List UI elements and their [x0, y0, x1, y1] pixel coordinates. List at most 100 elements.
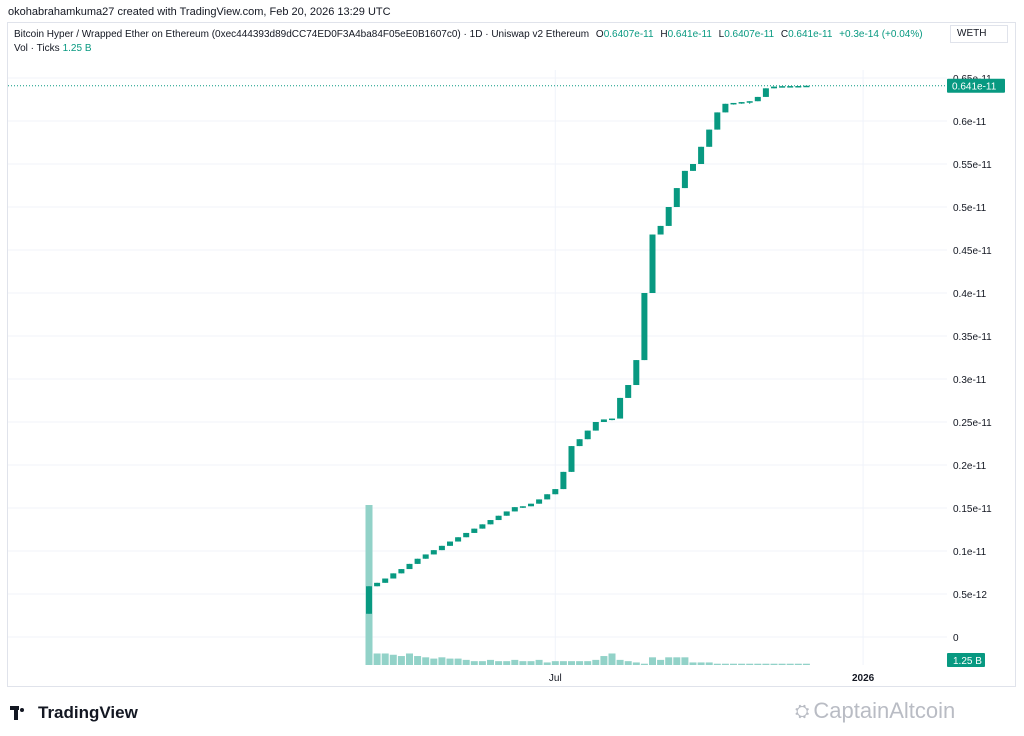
volume-bar: [559, 661, 567, 665]
volume-bar: [624, 661, 632, 665]
volume-bar: [487, 659, 494, 665]
candle: [754, 96, 761, 102]
volume-bar: [730, 663, 737, 665]
candle: [528, 503, 534, 507]
y-tick-label: 0.5e-11: [953, 203, 987, 214]
close-key: C: [780, 29, 789, 40]
candle: [779, 86, 786, 88]
candle: [438, 545, 445, 551]
volume-bar: [786, 663, 794, 665]
volume-label[interactable]: Vol · Ticks: [14, 43, 60, 54]
volume-bar: [600, 656, 608, 665]
candle: [714, 112, 721, 130]
candle: [609, 418, 615, 421]
volume-bar: [422, 657, 430, 665]
y-tick-label: 0.45e-11: [953, 246, 992, 257]
candle: [649, 234, 656, 293]
y-axis: 0 0.5e-12 0.1e-11 0.15e-11 0.2e-11 0.25e-11 0.…: [953, 74, 992, 644]
volume-bar: [438, 657, 446, 665]
watermark-logo-icon: ⛭: [795, 700, 810, 721]
volume-bar: [754, 663, 762, 665]
volume-bar: [414, 656, 422, 665]
candle: [771, 86, 777, 89]
y-tick-label: 0.3e-11: [953, 375, 987, 386]
volume-bar: [616, 659, 624, 665]
tradingview-logo-icon: [10, 706, 32, 720]
volume-bar: [381, 653, 389, 665]
volume-bar: [446, 658, 454, 665]
symbol-legend: Bitcoin Hyper / Wrapped Ether on Ethereu…: [14, 29, 923, 40]
volume-bar: [762, 663, 770, 665]
candle: [795, 85, 802, 88]
volume-bar: [478, 661, 486, 665]
volume-bar: [551, 661, 559, 665]
volume-bar: [713, 663, 721, 665]
volume-bar: [519, 661, 527, 665]
close-value: 0.641e-11: [788, 29, 833, 40]
candle: [738, 102, 745, 104]
volume-bar: [365, 505, 373, 665]
low-key: L: [718, 29, 725, 40]
candle: [447, 541, 453, 546]
y-tick-label: 0.35e-11: [953, 332, 992, 343]
y-tick-label: 0.25e-11: [953, 418, 992, 429]
chart-caption: okohabrahamkuma27 created with TradingVi…: [8, 6, 391, 18]
open-value: 0.6407e-11: [603, 29, 654, 40]
volume-bar: [495, 661, 503, 665]
candle: [382, 578, 389, 583]
candle: [706, 129, 713, 147]
quote-currency-label[interactable]: WETH: [950, 25, 1008, 43]
candle: [390, 573, 397, 579]
candle: [584, 430, 591, 440]
candle: [617, 397, 624, 419]
volume-tag-text: 1.25 B: [953, 656, 982, 667]
volume-bar: [738, 663, 746, 665]
candle: [592, 422, 599, 431]
candle: [544, 494, 551, 500]
volume-bar: [778, 663, 786, 665]
candle: [430, 550, 437, 555]
volume-bar: [430, 658, 438, 665]
volume-bar: [640, 663, 648, 665]
volume-bar: [697, 662, 705, 665]
volume-bar: [454, 658, 462, 665]
volume-bar: [470, 661, 478, 665]
volume-bar: [373, 653, 381, 665]
chart-frame: [7, 22, 1016, 687]
volume-bar: [568, 661, 575, 665]
candle: [625, 385, 632, 398]
volume-tag: [947, 653, 985, 667]
high-value: 0.641e-11: [667, 29, 712, 40]
volume-bar: [389, 654, 397, 665]
symbol-title[interactable]: Bitcoin Hyper / Wrapped Ether on Ethereu…: [14, 29, 590, 40]
candle: [511, 507, 518, 512]
volume-bar: [397, 656, 405, 665]
volume-bar: [576, 661, 584, 665]
candle: [455, 537, 462, 542]
candle: [665, 207, 672, 226]
candle: [568, 446, 575, 472]
candle: [463, 532, 470, 538]
candle: [374, 582, 381, 587]
low-value: 0.6407e-11: [724, 29, 775, 40]
brand-name: TradingView: [38, 703, 138, 722]
volume-bar: [406, 653, 413, 665]
watermark: ⛭ CaptainAltcoin: [795, 698, 955, 724]
volume-bar: [665, 657, 673, 665]
volume-layer: [365, 505, 810, 665]
volume-bar: [770, 663, 778, 665]
tradingview-brand[interactable]: TradingView: [10, 703, 138, 723]
candle: [730, 102, 737, 105]
candle: [722, 103, 729, 113]
candle: [479, 524, 486, 529]
candle: [503, 511, 510, 516]
volume-bar: [794, 663, 802, 665]
candle: [681, 170, 688, 189]
volume-bar: [705, 662, 713, 665]
grid-layer: [8, 70, 947, 665]
price-tags: 0.641e-11 1.25 B: [947, 78, 1005, 667]
volume-value: 1.25 B: [62, 43, 92, 54]
candle: [787, 86, 794, 88]
volume-bar: [649, 657, 656, 665]
